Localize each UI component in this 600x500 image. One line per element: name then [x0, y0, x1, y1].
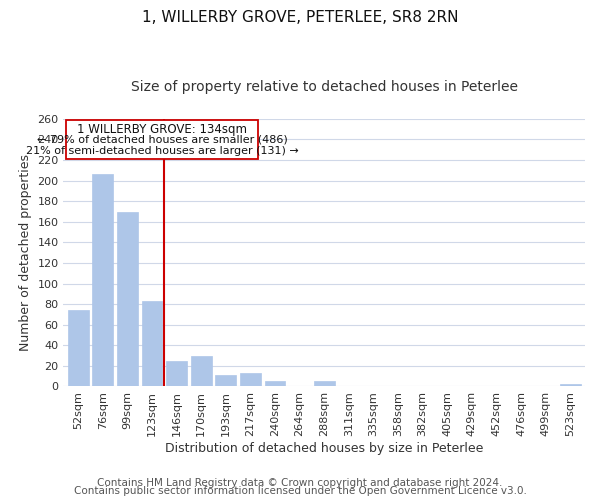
Bar: [560, 384, 581, 386]
Bar: [68, 310, 89, 386]
Bar: [191, 356, 212, 386]
Bar: [117, 212, 138, 386]
Bar: [215, 375, 236, 386]
Bar: [142, 301, 163, 386]
Bar: [92, 174, 113, 386]
Bar: [314, 382, 335, 386]
Text: 1, WILLERBY GROVE, PETERLEE, SR8 2RN: 1, WILLERBY GROVE, PETERLEE, SR8 2RN: [142, 10, 458, 25]
X-axis label: Distribution of detached houses by size in Peterlee: Distribution of detached houses by size …: [165, 442, 484, 455]
Text: 1 WILLERBY GROVE: 134sqm: 1 WILLERBY GROVE: 134sqm: [77, 123, 247, 136]
Text: 21% of semi-detached houses are larger (131) →: 21% of semi-detached houses are larger (…: [26, 146, 298, 156]
Title: Size of property relative to detached houses in Peterlee: Size of property relative to detached ho…: [131, 80, 518, 94]
Text: ← 79% of detached houses are smaller (486): ← 79% of detached houses are smaller (48…: [37, 134, 287, 144]
Bar: [265, 382, 286, 386]
FancyBboxPatch shape: [67, 120, 258, 159]
Bar: [240, 373, 261, 386]
Y-axis label: Number of detached properties: Number of detached properties: [19, 154, 32, 351]
Text: Contains public sector information licensed under the Open Government Licence v3: Contains public sector information licen…: [74, 486, 526, 496]
Text: Contains HM Land Registry data © Crown copyright and database right 2024.: Contains HM Land Registry data © Crown c…: [97, 478, 503, 488]
Bar: [166, 360, 187, 386]
